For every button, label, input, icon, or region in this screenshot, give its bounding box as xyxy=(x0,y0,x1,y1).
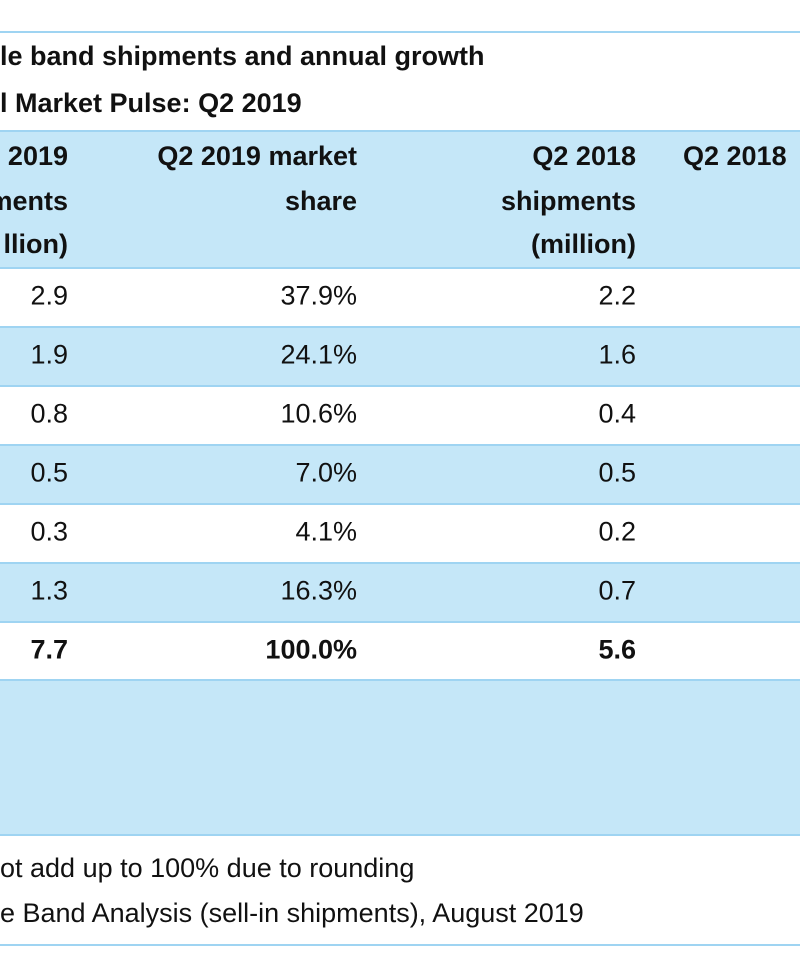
cell: 1.6 xyxy=(598,340,636,370)
header-cell: (million) xyxy=(531,229,636,259)
cell: 10.6% xyxy=(280,399,357,429)
title-line: l Market Pulse: Q2 2019 xyxy=(0,88,302,118)
total-cell: 5.6 xyxy=(598,635,636,665)
cell: 0.4 xyxy=(598,399,636,429)
cell: 1.9 xyxy=(30,340,68,370)
blank-band xyxy=(0,680,800,835)
header-cell: 2019 xyxy=(8,141,68,171)
cell: 0.5 xyxy=(598,458,636,488)
header-cell: llion) xyxy=(4,229,68,259)
cell: 4.1% xyxy=(295,517,357,547)
footnote: e Band Analysis (sell-in shipments), Aug… xyxy=(0,898,584,928)
cell: 0.5 xyxy=(30,458,68,488)
cell: 2.9 xyxy=(30,281,68,311)
cell: 0.8 xyxy=(30,399,68,429)
cell: 0.3 xyxy=(30,517,68,547)
cell: 24.1% xyxy=(280,340,357,370)
cell: 7.0% xyxy=(295,458,357,488)
total-cell: 100.0% xyxy=(265,635,357,665)
row-background xyxy=(0,327,800,386)
footnote: ot add up to 100% due to rounding xyxy=(0,853,414,883)
title-line: le band shipments and annual growth xyxy=(0,41,485,71)
header-cell: Q2 2018 xyxy=(532,141,636,171)
cell: 0.7 xyxy=(598,576,636,606)
row-background xyxy=(0,445,800,504)
cell: 0.2 xyxy=(598,517,636,547)
header-cell: share xyxy=(285,186,357,216)
header-background xyxy=(0,132,800,268)
header-cell: ments xyxy=(0,186,68,216)
cell: 16.3% xyxy=(280,576,357,606)
row-background xyxy=(0,563,800,622)
cell: 1.3 xyxy=(30,576,68,606)
total-cell: 7.7 xyxy=(30,635,68,665)
cell: 37.9% xyxy=(280,281,357,311)
header-cell: Q2 2019 market xyxy=(157,141,357,171)
header-cell: Q2 2018 xyxy=(683,141,787,171)
header-cell: shipments xyxy=(501,186,636,216)
cell: 2.2 xyxy=(598,281,636,311)
